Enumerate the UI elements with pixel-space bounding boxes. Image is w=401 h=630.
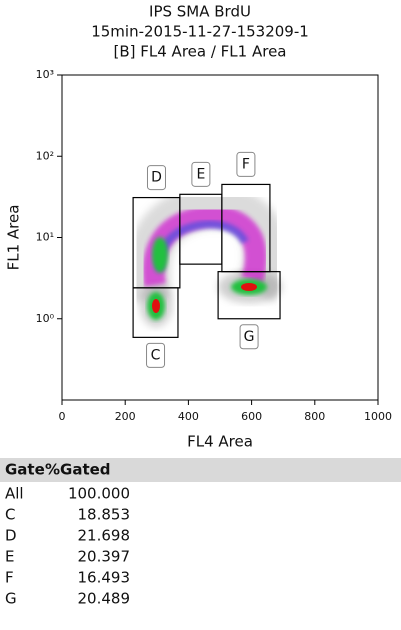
gate-label-box [236, 151, 256, 177]
chart-title: 15min-2015-11-27-153209-1 [91, 23, 309, 41]
table-cell: 16.493 [78, 569, 131, 587]
chart-title: [B] FL4 Area / FL1 Area [114, 43, 287, 61]
density-cloud [126, 184, 288, 327]
gate-label: G [244, 329, 255, 345]
gate-label: C [151, 347, 161, 363]
gate-label: D [151, 170, 162, 186]
table-header: Gate [5, 461, 45, 479]
table-cell: 18.853 [78, 506, 131, 524]
x-axis-label: FL4 Area [187, 433, 253, 451]
plot-frame [61, 74, 379, 401]
x-tick-label: 200 [115, 410, 136, 423]
gate [132, 287, 179, 338]
table-cell: 20.489 [78, 590, 131, 608]
table-cell: 20.397 [78, 548, 131, 566]
gate-label-box [146, 165, 166, 191]
table-cell: E [5, 548, 14, 566]
x-tick-label: 1000 [364, 410, 392, 423]
table-cell: D [5, 527, 17, 545]
table-cell: G [5, 590, 17, 608]
chart-title: IPS SMA BrdU [149, 3, 251, 21]
table-header: %Gated [45, 461, 111, 479]
y-tick-label: 10¹ [36, 231, 54, 244]
x-tick-label: 800 [304, 410, 325, 423]
y-tick-label: 10² [36, 149, 54, 162]
x-tick-label: 0 [59, 410, 66, 423]
gate-label-box [146, 342, 166, 368]
gate-label: F [242, 156, 250, 172]
gate-label-box [191, 161, 211, 187]
y-tick-label: 10³ [36, 68, 54, 81]
y-axis-label: FL1 Area [5, 205, 23, 271]
x-tick-label: 400 [178, 410, 199, 423]
table-cell: 100.000 [68, 485, 130, 503]
table-cell: 21.698 [78, 527, 131, 545]
gate-label-box [239, 324, 259, 350]
table-cell: C [5, 506, 15, 524]
gate-label: E [196, 166, 205, 182]
table-cell: All [5, 485, 24, 503]
x-tick-label: 600 [241, 410, 262, 423]
table-header-band [0, 458, 401, 482]
table-cell: F [5, 569, 14, 587]
y-tick-label: 10⁰ [36, 312, 55, 325]
gate [217, 271, 281, 320]
